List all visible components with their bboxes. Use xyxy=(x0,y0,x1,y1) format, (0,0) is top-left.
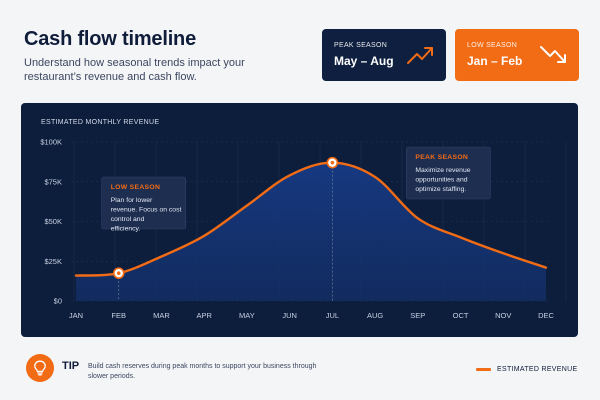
x-tick-label: APR xyxy=(196,311,212,320)
peak-season-card: PEAK SEASON May – Aug xyxy=(322,29,446,81)
peak-season-card-value: May – Aug xyxy=(334,54,394,68)
annotation-marker-dot xyxy=(330,160,335,165)
low-season-card-value: Jan – Feb xyxy=(467,54,523,68)
tip-badge xyxy=(26,354,54,382)
legend-swatch xyxy=(476,368,491,371)
x-tick-label: MAY xyxy=(239,311,255,320)
x-tick-label: MAR xyxy=(153,311,170,320)
tip-label: TIP xyxy=(62,360,80,372)
revenue-series-line xyxy=(74,161,548,277)
x-tick-label: NOV xyxy=(495,311,511,320)
legend-label: ESTIMATED REVENUE xyxy=(497,366,578,373)
annotation-title: PEAK SEASON xyxy=(415,154,468,161)
revenue-chart-panel: ESTIMATED MONTHLY REVENUE $0 $25K $50K $75K… xyxy=(21,103,578,337)
y-tick-label: $50K xyxy=(44,217,62,226)
x-tick-label: OCT xyxy=(453,311,469,320)
tip-text: Build cash reserves during peak months t… xyxy=(88,363,317,380)
annotation-text: Plan for lower revenue. Focus on cost cont… xyxy=(111,197,182,233)
annotation-marker-dot xyxy=(116,271,121,275)
page-subtitle: Understand how seasonal trends impact yo… xyxy=(24,57,245,83)
peak-season-card-title: PEAK SEASON xyxy=(334,42,388,49)
page-title: Cash flow timeline xyxy=(24,28,196,50)
trend-down-icon xyxy=(540,46,566,63)
x-tick-label: FEB xyxy=(111,311,126,320)
trend-up-icon xyxy=(407,47,433,64)
x-tick-label: AUG xyxy=(367,311,383,320)
y-tick-label: $0 xyxy=(54,297,62,306)
y-tick-label: $75K xyxy=(44,177,62,186)
y-tick-label: $25K xyxy=(44,257,62,266)
x-tick-label: JUL xyxy=(326,311,339,320)
x-tick-label: DEC xyxy=(538,311,554,320)
low-season-card-title: LOW SEASON xyxy=(467,42,518,49)
lightbulb-icon xyxy=(34,360,46,376)
x-tick-label: JUN xyxy=(282,311,297,320)
revenue-chart: $0 $25K $50K $75K $100K JAN FEB MAR APR MAY JUN JUL… xyxy=(40,138,567,320)
annotation-title: LOW SEASON xyxy=(111,184,160,191)
x-tick-label: SEP xyxy=(410,311,425,320)
annotation-text: Maximize revenue opportunities and optimiz… xyxy=(415,167,470,193)
chart-title: ESTIMATED MONTHLY REVENUE xyxy=(41,119,160,126)
y-tick-label: $100K xyxy=(40,138,62,147)
annotation-box xyxy=(406,146,491,200)
revenue-area-fill xyxy=(76,162,546,301)
annotation-box xyxy=(101,176,187,230)
x-tick-label: JAN xyxy=(69,311,83,320)
low-season-card: LOW SEASON Jan – Feb xyxy=(455,29,579,81)
chart-legend: ESTIMATED REVENUE xyxy=(476,366,577,373)
